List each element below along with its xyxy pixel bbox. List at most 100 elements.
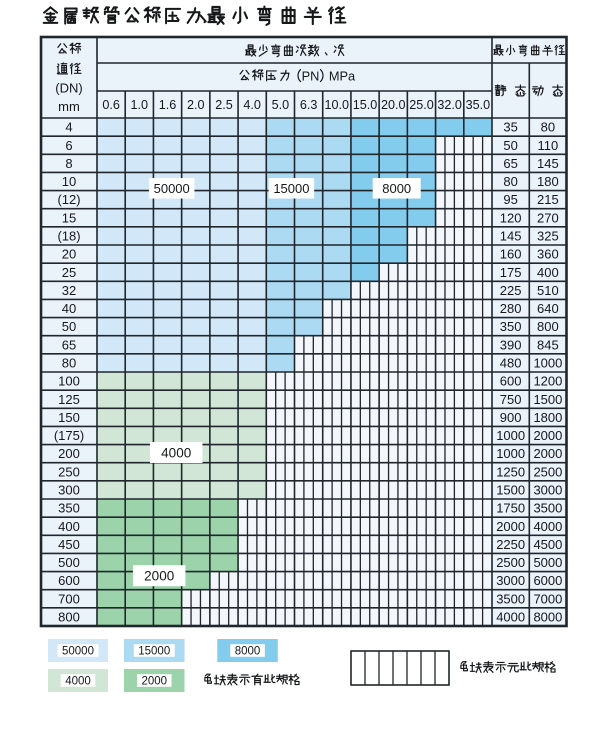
svg-text:900: 900 (500, 410, 522, 425)
svg-text:8000: 8000 (533, 610, 562, 625)
svg-text:600: 600 (58, 573, 80, 588)
svg-text:5000: 5000 (533, 555, 562, 570)
svg-text:(12): (12) (57, 192, 80, 207)
svg-text:700: 700 (58, 591, 80, 606)
svg-text:8000: 8000 (235, 646, 261, 658)
svg-text:325: 325 (537, 229, 559, 244)
svg-text:95: 95 (503, 192, 517, 207)
svg-text:2000: 2000 (144, 569, 174, 584)
svg-text:3500: 3500 (533, 501, 562, 516)
svg-text:50000: 50000 (154, 181, 190, 196)
svg-text:6000: 6000 (533, 573, 562, 588)
svg-text:50: 50 (62, 319, 76, 334)
svg-text:3000: 3000 (533, 483, 562, 498)
svg-text:160: 160 (500, 247, 522, 262)
svg-text:800: 800 (58, 610, 80, 625)
svg-text:80: 80 (541, 120, 555, 135)
svg-text:280: 280 (500, 301, 522, 316)
svg-text:845: 845 (537, 337, 559, 352)
svg-text:0.6: 0.6 (102, 98, 120, 112)
svg-text:3500: 3500 (496, 591, 525, 606)
svg-text:2250: 2250 (496, 537, 525, 552)
svg-text:1000: 1000 (496, 428, 525, 443)
svg-text:80: 80 (503, 174, 517, 189)
svg-text:4500: 4500 (533, 537, 562, 552)
svg-text:500: 500 (58, 555, 80, 570)
svg-text:2000: 2000 (141, 676, 167, 688)
svg-text:175: 175 (500, 265, 522, 280)
svg-text:270: 270 (537, 210, 559, 225)
svg-text:640: 640 (537, 301, 559, 316)
svg-text:215: 215 (537, 192, 559, 207)
svg-text:5.0: 5.0 (272, 98, 290, 112)
svg-text:300: 300 (58, 483, 80, 498)
svg-text:(18): (18) (57, 229, 80, 244)
svg-text:20: 20 (62, 247, 76, 262)
svg-text:2500: 2500 (496, 555, 525, 570)
svg-text:4: 4 (65, 120, 72, 135)
svg-text:1500: 1500 (496, 483, 525, 498)
svg-text:800: 800 (537, 319, 559, 334)
svg-text:350: 350 (500, 319, 522, 334)
svg-text:145: 145 (537, 156, 559, 171)
svg-text:180: 180 (537, 174, 559, 189)
svg-text:350: 350 (58, 501, 80, 516)
svg-text:110: 110 (538, 138, 559, 153)
svg-text:600: 600 (500, 374, 522, 389)
svg-text:1750: 1750 (496, 501, 525, 516)
svg-text:400: 400 (537, 265, 559, 280)
svg-text:15000: 15000 (273, 181, 309, 196)
svg-text:510: 510 (537, 283, 559, 298)
svg-text:8000: 8000 (382, 181, 411, 196)
svg-text:80: 80 (62, 356, 76, 371)
svg-text:15: 15 (62, 210, 76, 225)
svg-text:MPa: MPa (329, 68, 356, 83)
svg-text:4000: 4000 (65, 676, 91, 688)
svg-text:2500: 2500 (533, 464, 562, 479)
svg-text:15000: 15000 (138, 646, 170, 658)
svg-text:200: 200 (58, 446, 80, 461)
svg-text:32.0: 32.0 (437, 98, 462, 112)
svg-text:25.0: 25.0 (409, 98, 434, 112)
svg-text:50: 50 (503, 138, 517, 153)
svg-text:1200: 1200 (533, 374, 562, 389)
svg-text:150: 150 (58, 410, 80, 425)
svg-text:(175): (175) (54, 428, 84, 443)
svg-text:50000: 50000 (62, 646, 94, 658)
svg-text:1800: 1800 (533, 410, 562, 425)
svg-text:1.0: 1.0 (131, 98, 149, 112)
svg-text:1000: 1000 (533, 356, 562, 371)
svg-text:480: 480 (500, 356, 522, 371)
svg-text:7000: 7000 (533, 591, 562, 606)
svg-text:35: 35 (503, 120, 517, 135)
svg-text:250: 250 (58, 464, 80, 479)
svg-text:1500: 1500 (533, 392, 562, 407)
svg-text:2.5: 2.5 (215, 98, 233, 112)
svg-text:4.0: 4.0 (243, 98, 261, 112)
svg-text:mm: mm (58, 99, 80, 114)
svg-text:15.0: 15.0 (353, 98, 378, 112)
svg-text:2000: 2000 (533, 446, 562, 461)
svg-text:750: 750 (500, 392, 522, 407)
svg-text:145: 145 (500, 229, 522, 244)
svg-text:4000: 4000 (496, 610, 525, 625)
svg-text:390: 390 (500, 337, 522, 352)
svg-text:4000: 4000 (161, 445, 191, 460)
svg-text:1000: 1000 (496, 446, 525, 461)
svg-text:3000: 3000 (496, 573, 525, 588)
svg-text:1250: 1250 (496, 464, 525, 479)
svg-text:35.0: 35.0 (466, 98, 491, 112)
svg-text:40: 40 (62, 301, 76, 316)
svg-text:10: 10 (62, 174, 76, 189)
svg-text:10.0: 10.0 (325, 98, 350, 112)
svg-text:25: 25 (62, 265, 76, 280)
svg-text:100: 100 (58, 374, 80, 389)
svg-text:120: 120 (500, 210, 522, 225)
svg-text:4000: 4000 (533, 519, 562, 534)
svg-text:225: 225 (500, 283, 522, 298)
svg-text:400: 400 (58, 519, 80, 534)
svg-text:8: 8 (65, 156, 72, 171)
svg-text:65: 65 (62, 337, 76, 352)
svg-text:6.3: 6.3 (300, 98, 318, 112)
svg-text:125: 125 (58, 392, 80, 407)
